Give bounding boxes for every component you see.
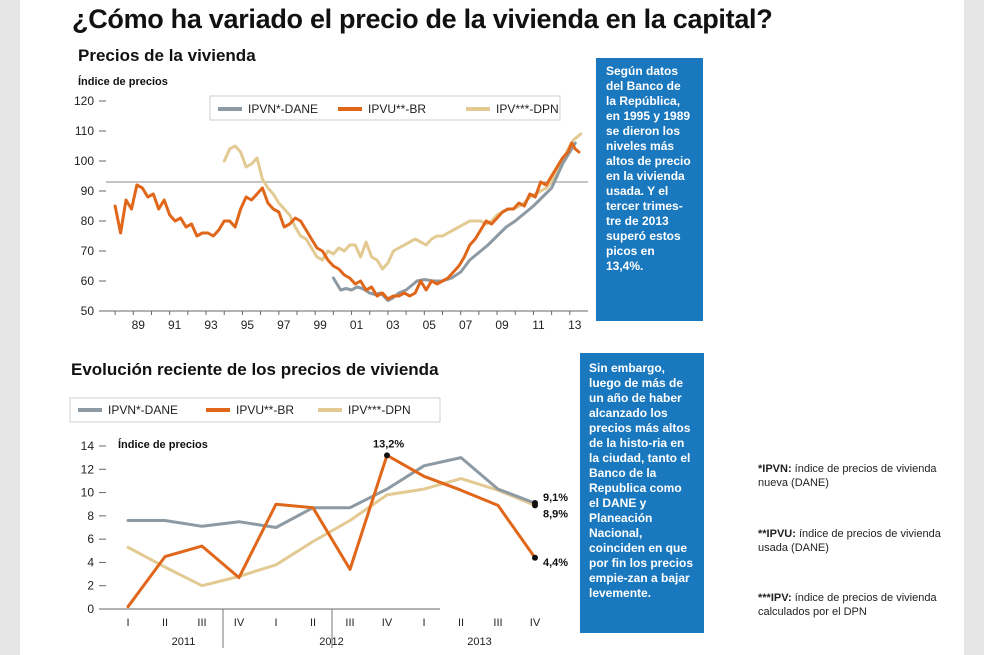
bottom-y-tick-label: 8 (87, 509, 94, 523)
bottom-group-label: 2013 (467, 636, 491, 648)
bottom-data-label: 9,1% (543, 492, 568, 504)
bottom-series-line-IPVN*-DANE (126, 456, 537, 529)
bottom-x-tick-label: IV (382, 617, 393, 629)
bottom-data-point (384, 452, 390, 459)
bottom-y-tick-label: 12 (81, 462, 95, 476)
top-x-tick-label: 95 (241, 318, 255, 332)
footnote-ipv-term: ***IPV: (758, 592, 792, 604)
footnote-ipvn-text: índice de precios de vivienda nueva (DAN… (758, 463, 937, 489)
bottom-x-tick-label: II (162, 617, 168, 629)
footnote-ipv: ***IPV: índice de precios de vivienda ca… (758, 591, 958, 619)
bottom-x-tick-label: II (458, 617, 464, 629)
top-series-line-IPVN*-DANE (331, 141, 577, 302)
top-legend-label: IPVN*-DANE (248, 102, 318, 116)
top-chart-ylabel: Índice de precios (78, 76, 168, 88)
bottom-series-line-IPVU**-BR (126, 453, 537, 609)
top-y-tick-label: 90 (81, 184, 95, 198)
bottom-legend-box (69, 397, 441, 423)
bottom-legend-label: IPVU**-BR (236, 403, 294, 417)
bottom-legend-label: IPVN*-DANE (108, 403, 178, 417)
bottom-group-label: 2012 (319, 636, 343, 648)
top-series-line-IPVU**-BR (113, 141, 581, 301)
top-x-tick-label: 09 (495, 318, 509, 332)
bottom-callout: Sin embargo, luego de más de un año de h… (580, 353, 704, 633)
bottom-x-tick-label: I (274, 617, 277, 629)
bottom-data-label: 8,9% (543, 508, 568, 520)
bottom-y-tick-label: 2 (87, 579, 94, 593)
bottom-legend-label: IPV***-DPN (348, 403, 411, 417)
top-callout: Según datos del Banco de la República, e… (596, 58, 703, 321)
top-x-tick-label: 03 (386, 318, 400, 332)
footnote-ipvu-text: índice de precios de vivienda usada (DAN… (758, 528, 941, 554)
bottom-data-label: 4,4% (543, 557, 568, 569)
bottom-data-label: 13,2% (373, 438, 404, 450)
top-x-tick-label: 93 (204, 318, 218, 332)
top-series-line-IPV***-DPN (222, 132, 583, 271)
top-y-tick-label: 120 (74, 94, 94, 108)
bottom-x-tick-label: III (345, 617, 354, 629)
top-y-tick-label: 60 (81, 274, 95, 288)
bottom-y-tick-label: 0 (87, 602, 94, 616)
top-x-tick-label: 91 (168, 318, 182, 332)
bottom-x-tick-label: IV (530, 617, 541, 629)
bottom-group-label: 2011 (172, 636, 196, 648)
top-y-tick-label: 50 (81, 304, 95, 318)
top-y-tick-label: 110 (75, 124, 94, 138)
main-title: ¿Cómo ha variado el precio de la viviend… (72, 4, 773, 34)
infographic-page: ¿Cómo ha variado el precio de la viviend… (20, 0, 964, 655)
bottom-x-tick-label: III (493, 617, 502, 629)
top-legend-box (209, 95, 561, 121)
bottom-x-tick-label: I (422, 617, 425, 629)
footnote-ipvn: *IPVN: índice de precios de vivienda nue… (758, 462, 958, 490)
top-y-tick-label: 100 (74, 154, 94, 168)
top-x-tick-label: 01 (350, 318, 364, 332)
footnote-ipvu-term: **IPVU: (758, 528, 796, 540)
bottom-x-tick-label: II (310, 617, 316, 629)
top-x-tick-label: 13 (568, 318, 582, 332)
top-x-tick-label: 97 (277, 318, 291, 332)
top-x-tick-label: 99 (313, 318, 327, 332)
top-legend-label: IPV***-DPN (496, 102, 559, 116)
bottom-y-tick-label: 6 (87, 532, 94, 546)
top-x-tick-label: 89 (132, 318, 146, 332)
bottom-x-tick-label: III (197, 617, 206, 629)
top-x-tick-label: 05 (423, 318, 437, 332)
top-chart-title: Precios de la vivienda (78, 46, 256, 65)
top-legend-label: IPVU**-BR (368, 102, 426, 116)
bottom-data-point (532, 502, 538, 509)
bottom-y-tick-label: 14 (81, 439, 95, 453)
bottom-y-tick-label: 10 (81, 486, 95, 500)
top-x-tick-label: 07 (459, 318, 473, 332)
top-x-tick-label: 11 (532, 318, 545, 332)
footnote-ipvu: **IPVU: índice de precios de vivienda us… (758, 527, 958, 555)
top-y-tick-label: 70 (81, 244, 95, 258)
bottom-data-point (532, 554, 538, 561)
bottom-x-tick-label: IV (234, 617, 245, 629)
bottom-chart-title: Evolución reciente de los precios de viv… (71, 360, 439, 379)
bottom-series-line-IPV***-DPN (126, 477, 537, 588)
footnote-ipv-text: índice de precios de vivienda calculados… (758, 592, 937, 618)
bottom-x-tick-label: I (126, 617, 129, 629)
top-y-tick-label: 80 (81, 214, 95, 228)
footnote-ipvn-term: *IPVN: (758, 463, 792, 475)
bottom-chart-ylabel: Índice de precios (118, 439, 208, 451)
bottom-y-tick-label: 4 (87, 555, 94, 569)
